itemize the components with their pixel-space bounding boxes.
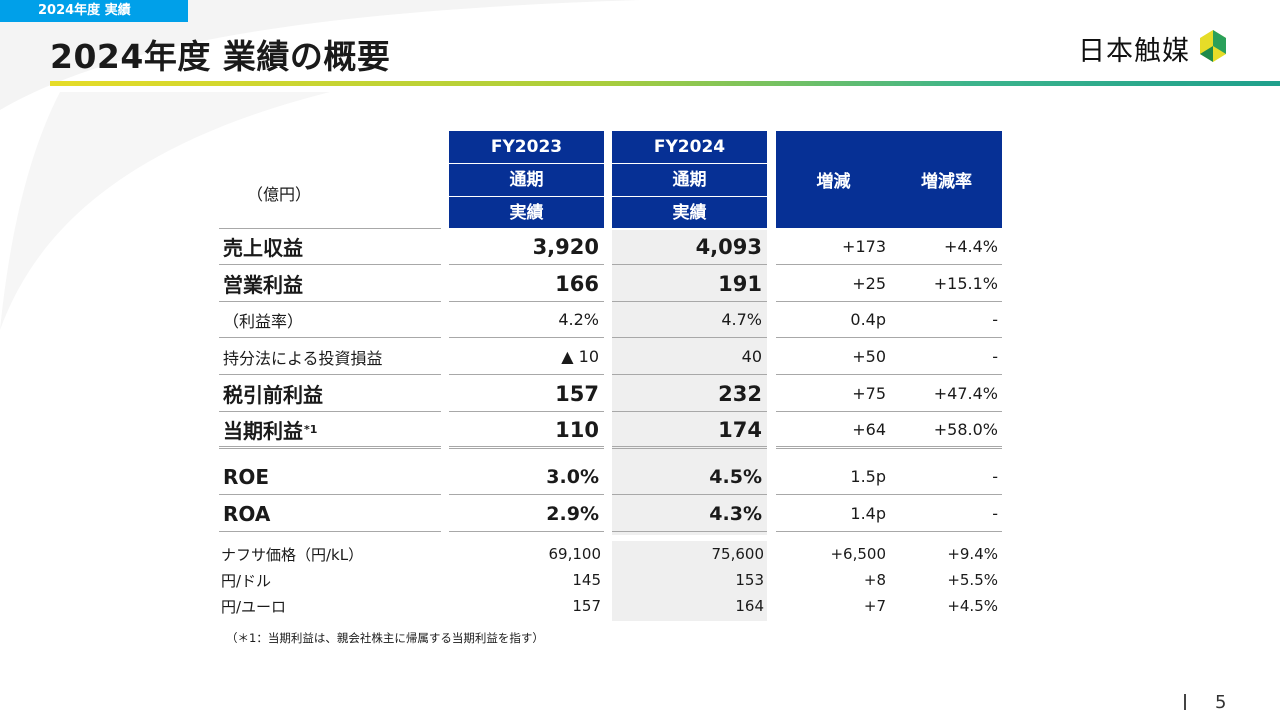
row-label-roa: ROA bbox=[219, 496, 441, 532]
revenue-change: +173 +4.4% bbox=[776, 229, 1002, 265]
pretax-income-fy2023: 157 bbox=[449, 376, 604, 412]
label-top-rule bbox=[219, 192, 441, 229]
usd-change: +8 bbox=[863, 571, 886, 589]
page-title: 2024年度 業績の概要 bbox=[50, 37, 391, 76]
header-fy2024-period: 通期 bbox=[612, 164, 767, 197]
net-income-fy2023: 110 bbox=[449, 413, 604, 449]
usd-rate: +5.5% bbox=[947, 571, 998, 589]
unit-label: （億円） bbox=[247, 185, 312, 204]
usd-fy2023: 145 bbox=[572, 571, 601, 589]
leaf-mark-icon bbox=[1200, 30, 1226, 62]
margin-fy2024: 4.7% bbox=[612, 302, 767, 338]
header-change-rate-label: 増減率 bbox=[921, 172, 972, 192]
operating-income-fy2024: 191 bbox=[612, 266, 767, 302]
roa-fy2023: 2.9% bbox=[449, 496, 604, 532]
market-label-naphtha: ナフサ価格（円/kL） bbox=[221, 545, 364, 564]
net-income-footnote-mark: *1 bbox=[304, 423, 318, 436]
equity-method-fy2024: 40 bbox=[612, 339, 767, 375]
title-underline bbox=[50, 81, 1280, 86]
row-label-margin: （利益率） bbox=[219, 302, 441, 338]
header-fy2023-year: FY2023 bbox=[449, 131, 604, 164]
page-number: 5 bbox=[1215, 692, 1227, 713]
equity-method-fy2023: ▲ 10 bbox=[449, 339, 604, 375]
net-income-fy2024: 174 bbox=[612, 413, 767, 449]
naphtha-fy2023: 69,100 bbox=[548, 545, 602, 563]
header-change-label: 増減 bbox=[816, 172, 851, 192]
naphtha-change: +6,500 bbox=[830, 545, 886, 563]
fy2024-column-shade bbox=[612, 230, 767, 535]
company-logo: 日本触媒 bbox=[1078, 28, 1228, 68]
roe-fy2024: 4.5% bbox=[612, 459, 767, 495]
header-fy2023-type: 実績 bbox=[509, 203, 544, 223]
header-fy2023-period: 通期 bbox=[449, 164, 604, 197]
row-label-equity-method: 持分法による投資損益 bbox=[219, 339, 441, 375]
market-label-usd: 円/ドル bbox=[221, 571, 272, 590]
header-fy2024-year: FY2024 bbox=[612, 131, 767, 164]
eur-fy2024: 164 bbox=[735, 597, 764, 615]
eur-fy2023: 157 bbox=[572, 597, 601, 615]
roa-fy2024: 4.3% bbox=[612, 496, 767, 532]
pretax-income-fy2024: 232 bbox=[612, 376, 767, 412]
roa-change: 1.4p - bbox=[776, 496, 1002, 532]
operating-income-fy2023: 166 bbox=[449, 266, 604, 302]
page-number-divider bbox=[1184, 694, 1186, 710]
naphtha-rate: +9.4% bbox=[947, 545, 998, 563]
eur-rate: +4.5% bbox=[947, 597, 998, 615]
net-income-change: +64 +58.0% bbox=[776, 413, 1002, 449]
revenue-fy2023: 3,920 bbox=[449, 229, 604, 265]
margin-change: 0.4p - bbox=[776, 302, 1002, 338]
row-label-net-income: 当期利益 *1 bbox=[219, 413, 441, 449]
margin-fy2023: 4.2% bbox=[449, 302, 604, 338]
revenue-fy2024: 4,093 bbox=[612, 229, 767, 265]
header-fy2023: FY2023 通期 実績 bbox=[449, 131, 604, 228]
footnote: （＊1：当期利益は、親会社株主に帰属する当期利益を指す） bbox=[226, 631, 544, 645]
row-label-roe: ROE bbox=[219, 459, 441, 495]
roe-fy2023: 3.0% bbox=[449, 459, 604, 495]
market-label-eur: 円/ユーロ bbox=[221, 597, 287, 616]
usd-fy2024: 153 bbox=[735, 571, 764, 589]
header-fy2024-type: 実績 bbox=[672, 203, 707, 223]
row-label-operating-income: 営業利益 bbox=[219, 266, 441, 302]
row-label-pretax-income: 税引前利益 bbox=[219, 376, 441, 412]
logo-text: 日本触媒 bbox=[1078, 35, 1190, 67]
roe-change: 1.5p - bbox=[776, 459, 1002, 495]
eur-change: +7 bbox=[863, 597, 886, 615]
pretax-income-change: +75 +47.4% bbox=[776, 376, 1002, 412]
row-label-revenue: 売上収益 bbox=[219, 229, 441, 265]
fy2024-market-shade bbox=[612, 541, 767, 621]
naphtha-fy2024: 75,600 bbox=[711, 545, 765, 563]
header-change: 増減 増減率 bbox=[776, 131, 1002, 228]
operating-income-change: +25 +15.1% bbox=[776, 266, 1002, 302]
section-tag: 2024年度 実績 bbox=[0, 0, 188, 22]
equity-method-change: +50- bbox=[776, 339, 1002, 375]
header-fy2024: FY2024 通期 実績 bbox=[612, 131, 767, 228]
